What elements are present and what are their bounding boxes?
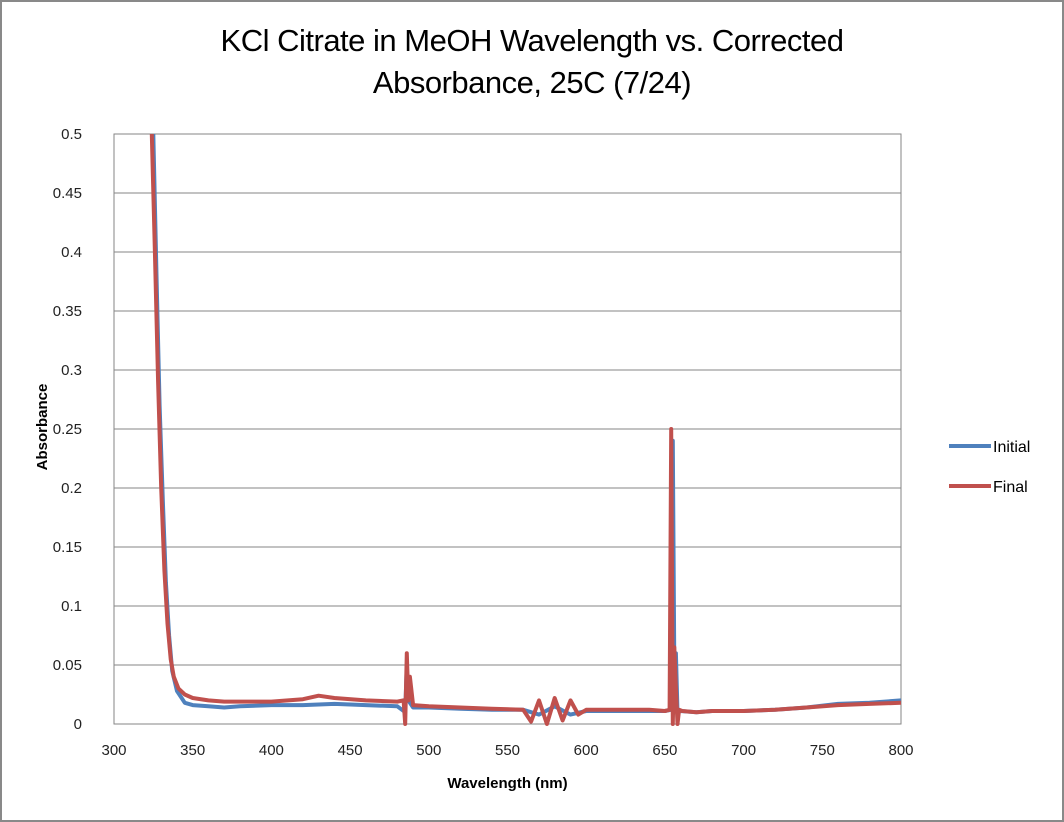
x-tick-label: 800 [888,742,913,759]
chart-title-line2: Absorbance, 25C (7/24) [372,65,692,100]
x-tick-label: 400 [259,742,284,759]
y-tick-label: 0.05 [53,657,82,674]
y-tick-label: 0.4 [61,244,82,261]
y-tick-label: 0.15 [53,539,82,556]
y-tick-label: 0.2 [61,480,82,497]
y-tick-label: 0.1 [61,598,82,615]
x-tick-label: 500 [416,742,441,759]
x-tick-label: 450 [338,742,363,759]
legend-label: Initial [993,439,1030,456]
x-axis-label: Wavelength (nm) [447,775,567,792]
chart-title-line1: KCl Citrate in MeOH Wavelength vs. Corre… [220,23,844,58]
x-tick-label: 750 [810,742,835,759]
series-line-final [149,133,902,726]
x-tick-label: 550 [495,742,520,759]
x-tick-label: 700 [731,742,756,759]
x-tick-label: 350 [180,742,205,759]
y-tick-label: 0.45 [53,185,82,202]
x-tick-labels: 300 350 400 450 500 550 600 650 700 750 800 [101,742,913,759]
y-tick-label: 0.3 [61,362,82,379]
series-line-initial [151,133,902,717]
series-lines [149,133,902,726]
gridlines [114,133,901,725]
x-tick-label: 650 [652,742,677,759]
chart-title: KCl Citrate in MeOH Wavelength vs. Corre… [0,20,1064,104]
y-tick-label: 0.35 [53,303,82,320]
x-tick-label: 300 [101,742,126,759]
plot-area [113,133,902,725]
y-tick-labels: 0 0.05 0.1 0.15 0.2 0.25 0.3 0.35 0.4 0.45 0.5 [53,126,82,733]
y-axis-label: Absorbance [34,384,51,471]
legend-label: Final [993,479,1028,496]
x-tick-label: 600 [574,742,599,759]
y-tick-label: 0.25 [53,421,82,438]
legend: Initial Final [949,439,1030,496]
y-tick-label: 0 [74,716,82,733]
y-tick-label: 0.5 [61,126,82,143]
